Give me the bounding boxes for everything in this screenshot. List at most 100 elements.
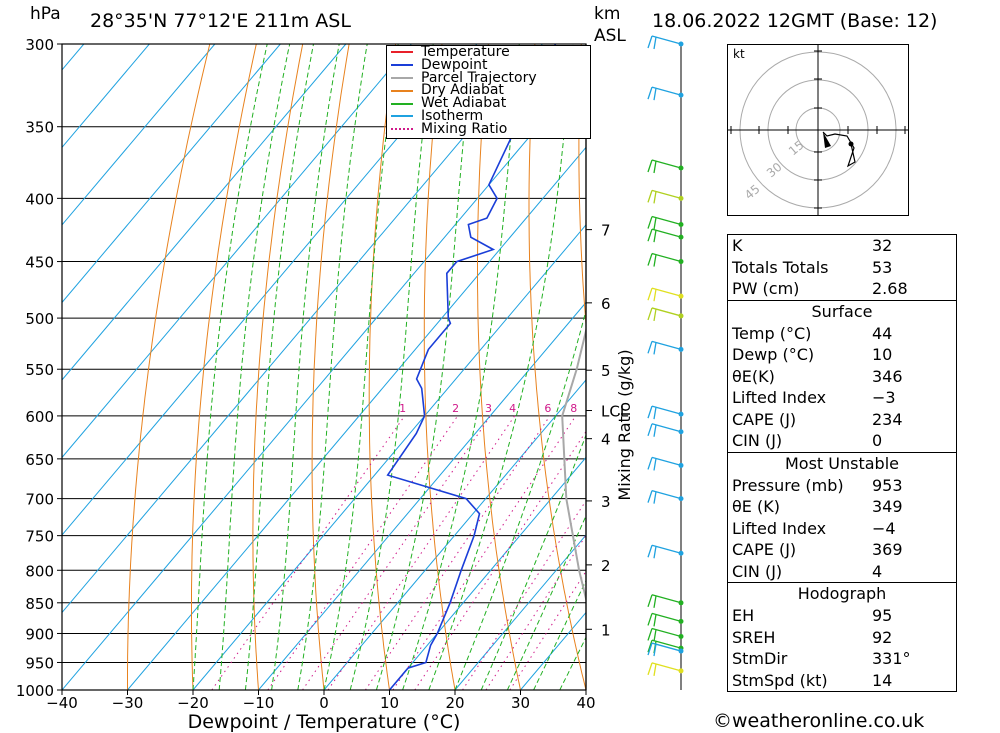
hodograph-unit: kt	[733, 47, 745, 61]
hodograph-stat-value: 95	[872, 606, 893, 625]
mixing-ratio-label: 4	[509, 402, 516, 415]
mixing-ratio-line	[392, 415, 577, 690]
surface-value: 44	[872, 323, 893, 343]
wind-barb	[647, 662, 684, 676]
wind-barb	[647, 544, 684, 559]
temperature-tick-label: −30	[112, 694, 144, 712]
km-tick-label: LCL	[601, 403, 629, 421]
pressure-tick-label: 300	[25, 36, 54, 54]
legend-label: Isotherm	[421, 107, 484, 124]
index-value: 53	[872, 257, 893, 277]
wind-barb	[647, 228, 684, 243]
wet-adiabat	[349, 44, 434, 690]
hodograph-stat-label: StmSpd (kt)	[732, 670, 828, 690]
isotherm	[62, 44, 216, 226]
surface-title: Surface	[811, 301, 873, 321]
surface-label: CAPE (J)	[732, 409, 797, 429]
dry-adiabat	[127, 44, 211, 690]
wet-adiabat	[218, 44, 291, 690]
hodograph-stats-section: Hodograph EH 95 SREH 92 StmDir 331° StmSpd (kt…	[728, 582, 956, 691]
surface-label: Temp (°C)	[732, 323, 812, 343]
wet-adiabat	[506, 514, 586, 690]
legend-entry: Isotherm	[387, 107, 590, 124]
wet-adiabat	[271, 44, 340, 690]
mixing-ratio-line	[211, 415, 406, 690]
dry-adiabat	[477, 44, 521, 690]
wind-barb	[647, 35, 684, 50]
dry-adiabat	[311, 44, 350, 690]
hodograph-stat-row: StmDir 331°	[728, 648, 956, 670]
wind-barb	[647, 456, 684, 471]
isotherm	[62, 44, 543, 614]
legend-entry: Wet Adiabat	[387, 96, 590, 110]
km-tick-label: 1	[601, 621, 611, 639]
surface-row: Lifted Index −3	[728, 387, 956, 409]
index-row: PW (cm) 2.68	[728, 278, 956, 300]
surface-label: Dewp (°C)	[732, 345, 815, 364]
wind-barb	[647, 307, 684, 322]
mixing-ratio-line	[509, 570, 586, 690]
temperature-tick-label: 10	[380, 694, 399, 712]
index-row: Totals Totals 53	[728, 257, 956, 279]
km-tick-label: 4	[601, 431, 611, 449]
km-tick-label: 5	[601, 362, 611, 380]
hodograph-stat-label: StmDir	[732, 649, 788, 668]
isotherm	[62, 44, 412, 459]
wind-barb	[647, 612, 684, 627]
wind-barb	[647, 627, 684, 642]
asl-label: ASL	[594, 26, 626, 46]
legend-swatch	[391, 128, 413, 131]
hodograph-stat-value: 14	[872, 670, 893, 690]
index-row: K 32	[728, 235, 956, 257]
wind-barb	[647, 287, 684, 302]
legend-entry: Dewpoint	[387, 58, 590, 72]
dry-adiabat	[578, 44, 586, 330]
wind-barb	[647, 423, 684, 437]
dewpoint-line	[386, 44, 557, 690]
isotherm	[62, 44, 281, 304]
hodograph-point	[848, 141, 854, 147]
surface-value: 346	[872, 366, 903, 386]
surface-row: CAPE (J) 234	[728, 409, 956, 431]
index-label: K	[732, 236, 743, 255]
km-tick-label: 6	[601, 295, 611, 313]
surface-row: CIN (J) 0	[728, 430, 956, 452]
mixing-ratio-label: 2	[452, 402, 459, 415]
hodograph: kt 15 30 45	[727, 44, 909, 216]
wet-adiabat	[533, 579, 586, 690]
dry-adiabat	[368, 44, 397, 690]
wet-adiabat	[323, 44, 399, 690]
most-unstable-label: CAPE (J)	[732, 540, 797, 559]
pressure-tick-label: 1000	[16, 682, 54, 700]
mixing-ratio-line	[485, 534, 586, 690]
mixing-ratio-label: 6	[544, 402, 551, 415]
legend-swatch	[391, 115, 413, 118]
legend-swatch	[391, 51, 413, 54]
wind-barb	[647, 642, 684, 657]
wind-barb	[647, 252, 684, 267]
most-unstable-label: Lifted Index	[732, 518, 827, 538]
surface-value: 10	[872, 345, 893, 364]
wind-barb	[647, 594, 684, 608]
mixing-ratio-line	[327, 415, 516, 690]
most-unstable-value: 349	[872, 497, 903, 516]
most-unstable-label: Pressure (mb)	[732, 475, 844, 495]
copyright-link[interactable]: ©weatheronline.co.uk	[713, 710, 925, 732]
surface-value: 0	[872, 431, 883, 450]
surface-value: 234	[872, 409, 903, 429]
most-unstable-value: 4	[872, 561, 883, 581]
pressure-tick-label: 950	[25, 654, 54, 672]
pressure-tick-label: 350	[25, 119, 54, 137]
most-unstable-row: CAPE (J) 369	[728, 539, 956, 561]
pressure-tick-label: 850	[25, 595, 54, 613]
pressure-tick-label: 700	[25, 491, 54, 509]
most-unstable-row: Lifted Index −4	[728, 518, 956, 540]
pressure-tick-label: 450	[25, 254, 54, 272]
pressure-tick-label: 400	[25, 190, 54, 208]
hodograph-stat-row: StmSpd (kt) 14	[728, 670, 956, 692]
mixing-ratio-line	[364, 415, 551, 690]
most-unstable-value: −4	[872, 518, 896, 538]
legend-swatch	[391, 76, 413, 79]
mixing-ratio-line	[302, 415, 491, 690]
wind-barb	[647, 405, 684, 420]
